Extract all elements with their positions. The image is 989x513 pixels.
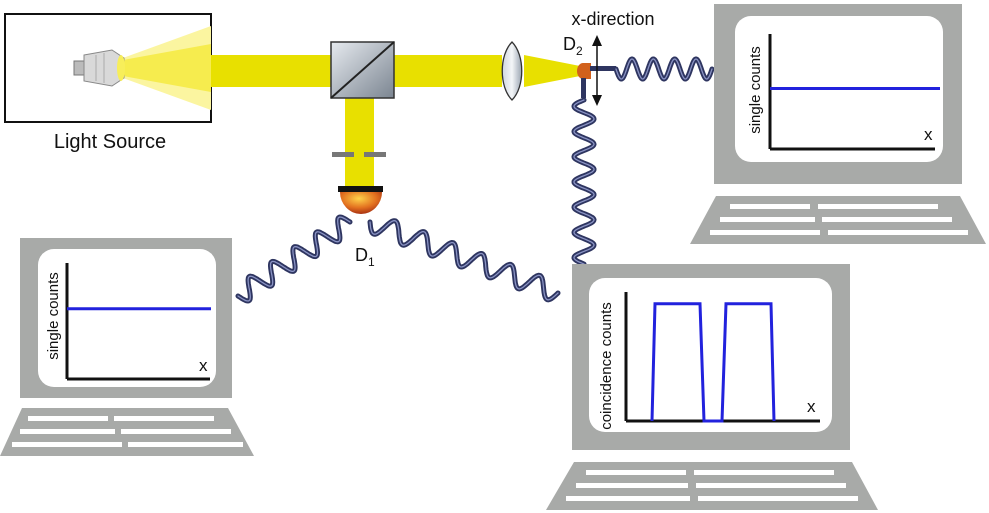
detector-d2-label: D2 <box>563 34 583 58</box>
keyboard <box>546 462 878 510</box>
keyboard <box>690 196 986 244</box>
beam-splitter <box>330 41 395 99</box>
filter <box>332 152 386 157</box>
lens <box>501 41 523 101</box>
plot-center-ylabel: coincidence counts <box>598 302 615 430</box>
computer-right: single counts x <box>690 4 986 244</box>
beam-focus-to-d2 <box>524 55 580 87</box>
plot-center-xlabel: x <box>807 397 816 416</box>
fiber-d2-to-right-computer <box>613 56 715 82</box>
detector-d2 <box>577 63 616 98</box>
plot-center <box>624 292 820 423</box>
x-direction-label: x-direction <box>571 9 654 29</box>
x-direction-arrow <box>592 35 602 106</box>
detector-d1 <box>338 186 383 214</box>
plot-right-ylabel: single counts <box>747 46 764 134</box>
beam-splitter-to-d1 <box>345 98 374 186</box>
beam-splitter-to-lens <box>394 55 502 87</box>
plot-right <box>768 34 940 151</box>
data-line <box>650 302 776 423</box>
computer-center: coincidence counts x <box>546 264 878 510</box>
plot-left-xlabel: x <box>199 356 208 375</box>
fiber-d2-to-center-computer <box>571 97 597 267</box>
light-beams <box>211 55 580 186</box>
light-source-label: Light Source <box>54 131 166 153</box>
keyboard <box>0 408 254 456</box>
light-source <box>4 13 212 123</box>
monitor-screen <box>38 249 216 387</box>
bulb-icon <box>73 49 125 87</box>
computer-left: single counts x <box>0 238 254 456</box>
beam-source-to-splitter <box>211 55 331 87</box>
plot-left-ylabel: single counts <box>45 272 62 360</box>
fiber-d1-to-left-computer <box>235 214 353 304</box>
plot-left <box>65 263 211 381</box>
detector-d1-label: D1 <box>355 245 375 269</box>
fiber-d1-to-center-computer <box>367 218 561 303</box>
plot-right-xlabel: x <box>924 125 933 144</box>
fiber-cables <box>235 56 715 304</box>
